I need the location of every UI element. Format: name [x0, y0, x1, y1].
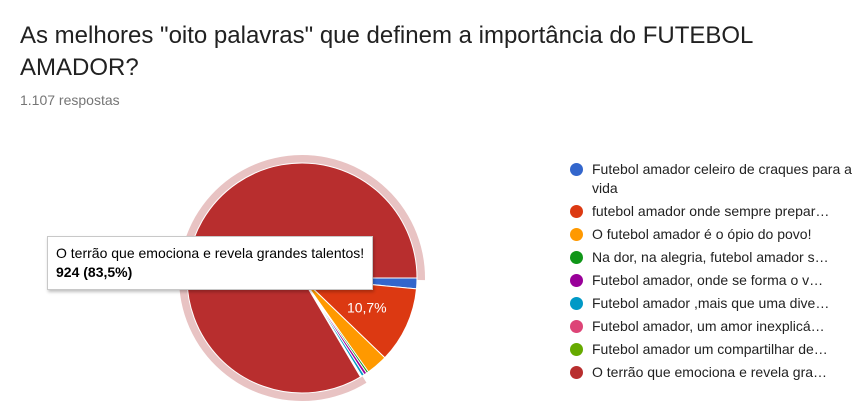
legend-label: O terrão que emociona e revela gra… — [592, 364, 828, 380]
pie-chart: 10,7% — [178, 155, 426, 401]
legend-swatch — [570, 320, 583, 333]
legend-label: Futebol amador, um amor inexplicá… — [592, 318, 825, 334]
legend-label: Futebol amador um compartilhar de… — [592, 341, 828, 357]
legend-item[interactable]: Futebol amador, onde se forma o v… — [570, 271, 855, 290]
legend-item[interactable]: Futebol amador, um amor inexplicá… — [570, 317, 855, 336]
legend-item[interactable]: Na dor, na alegria, futebol amador s… — [570, 248, 855, 267]
legend-swatch — [570, 163, 583, 176]
legend-item[interactable]: futebol amador onde sempre prepar… — [570, 202, 855, 221]
legend-item[interactable]: O futebol amador é o ópio do povo! — [570, 225, 855, 244]
legend-swatch — [570, 366, 583, 379]
slice-tooltip: O terrão que emociona e revela grandes t… — [47, 236, 374, 290]
legend-label: Futebol amador ,mais que uma dive… — [592, 295, 830, 311]
response-count: 1.107 respostas — [20, 92, 120, 108]
legend-swatch — [570, 205, 583, 218]
tooltip-label: O terrão que emociona e revela grandes t… — [56, 245, 365, 261]
legend-label: futebol amador onde sempre prepar… — [592, 203, 830, 219]
legend-item[interactable]: Futebol amador um compartilhar de… — [570, 340, 855, 359]
legend-label: Futebol amador celeiro de craques para a… — [592, 161, 852, 196]
legend-item[interactable]: O terrão que emociona e revela gra… — [570, 363, 855, 382]
slice-data-label: 10,7% — [347, 300, 387, 316]
legend-item[interactable]: Futebol amador celeiro de craques para a… — [570, 160, 855, 198]
legend-swatch — [570, 343, 583, 356]
legend-swatch — [570, 251, 583, 264]
legend-label: Futebol amador, onde se forma o v… — [592, 272, 824, 288]
legend-label: Na dor, na alegria, futebol amador s… — [592, 249, 829, 265]
legend-swatch — [570, 274, 583, 287]
legend-label: O futebol amador é o ópio do povo! — [592, 226, 812, 242]
legend-item[interactable]: Futebol amador ,mais que uma dive… — [570, 294, 855, 313]
legend-swatch — [570, 297, 583, 310]
pie-slice-2[interactable] — [300, 277, 418, 359]
chart-legend: Futebol amador celeiro de craques para a… — [570, 160, 855, 386]
pie-slice-9[interactable] — [186, 162, 418, 394]
tooltip-value: 924 (83,5%) — [56, 264, 133, 280]
question-title: As melhores "oito palavras" que definem … — [20, 22, 753, 81]
legend-swatch — [570, 228, 583, 241]
